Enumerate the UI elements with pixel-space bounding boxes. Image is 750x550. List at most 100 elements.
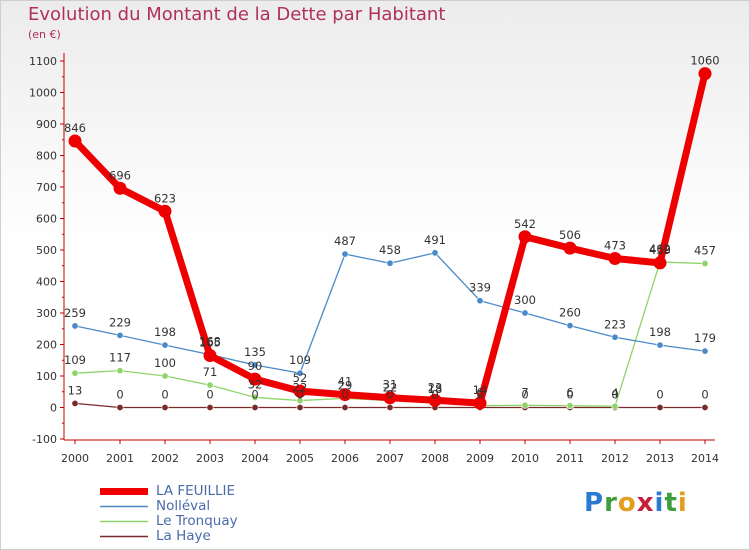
data-label: 22 xyxy=(383,381,398,395)
data-label: 260 xyxy=(559,306,581,320)
data-label: 4 xyxy=(611,386,618,400)
y-tick-label: 100 xyxy=(36,370,57,383)
data-label: 491 xyxy=(424,233,446,247)
y-tick-label: 400 xyxy=(36,276,57,289)
data-label: 18 xyxy=(428,382,443,396)
y-tick-label: 0 xyxy=(50,402,57,415)
data-point xyxy=(293,384,307,398)
legend-item: LA FEUILLIE xyxy=(100,484,238,499)
legend-swatch xyxy=(100,520,148,523)
data-label: 0 xyxy=(611,388,618,402)
y-tick-label: 300 xyxy=(36,307,57,320)
data-label: 135 xyxy=(244,345,266,359)
x-tick-label: 2003 xyxy=(196,452,224,465)
data-label: 0 xyxy=(656,388,663,402)
data-label: 462 xyxy=(649,242,671,256)
data-point xyxy=(71,369,79,377)
data-label: 198 xyxy=(649,325,671,339)
legend-swatch xyxy=(100,535,148,538)
x-tick-label: 2000 xyxy=(61,452,89,465)
data-label: 6 xyxy=(566,386,573,400)
data-point xyxy=(296,403,304,411)
data-label: 198 xyxy=(154,325,176,339)
data-label: 0 xyxy=(296,388,303,402)
x-tick-label: 2012 xyxy=(601,452,629,465)
x-tick-label: 2013 xyxy=(646,452,674,465)
y-tick-label: -100 xyxy=(32,433,57,446)
data-point xyxy=(701,403,709,411)
data-label: 100 xyxy=(154,356,176,370)
data-point xyxy=(71,399,79,407)
data-label: 165 xyxy=(199,336,221,350)
data-label: 41 xyxy=(338,375,353,389)
data-label: 0 xyxy=(431,388,438,402)
data-point xyxy=(116,331,124,339)
data-point xyxy=(653,256,667,270)
data-label: 7 xyxy=(521,385,528,399)
data-point xyxy=(341,250,349,258)
data-point xyxy=(563,241,577,255)
data-label: 0 xyxy=(386,388,393,402)
y-tick-label: 600 xyxy=(36,213,57,226)
x-tick-label: 2004 xyxy=(241,452,269,465)
legend-swatch xyxy=(100,505,148,508)
legend-item: Nolléval xyxy=(100,499,238,514)
data-label: 0 xyxy=(341,388,348,402)
legend-label: Le Tronquay xyxy=(156,513,238,529)
data-point xyxy=(161,372,169,380)
y-tick-label: 700 xyxy=(36,181,57,194)
data-point xyxy=(68,134,82,148)
x-tick-label: 2001 xyxy=(106,452,134,465)
data-point xyxy=(656,341,664,349)
data-point xyxy=(161,403,169,411)
y-tick-label: 1100 xyxy=(29,55,57,68)
proxiti-logo: Proxiti xyxy=(584,488,688,518)
data-label: 259 xyxy=(64,306,86,320)
data-label: 52 xyxy=(293,371,308,385)
legend-item: La Haye xyxy=(100,529,238,544)
data-point xyxy=(386,403,394,411)
data-label: 473 xyxy=(604,239,626,253)
x-tick-label: 2002 xyxy=(151,452,179,465)
legend-swatch xyxy=(100,488,148,495)
data-label: 229 xyxy=(109,315,131,329)
data-point xyxy=(431,249,439,257)
x-tick-label: 2007 xyxy=(376,452,404,465)
x-tick-label: 2009 xyxy=(466,452,494,465)
data-label: 0 xyxy=(161,388,168,402)
data-label: 0 xyxy=(521,388,528,402)
data-point xyxy=(608,252,622,266)
data-point xyxy=(251,393,259,401)
data-label: 459 xyxy=(649,243,671,257)
data-label: 168 xyxy=(199,335,221,349)
data-label: 300 xyxy=(514,293,536,307)
data-point xyxy=(206,403,214,411)
data-label: 31 xyxy=(383,378,398,392)
chart-unit: (en €) xyxy=(28,28,61,41)
data-label: 339 xyxy=(469,281,491,295)
x-tick-label: 2011 xyxy=(556,452,584,465)
data-point xyxy=(251,403,259,411)
data-point xyxy=(518,230,532,244)
data-point xyxy=(341,403,349,411)
data-point xyxy=(428,393,442,407)
data-label: 23 xyxy=(428,380,443,394)
data-label: 13 xyxy=(68,383,83,397)
data-label: 457 xyxy=(694,244,716,258)
data-point xyxy=(473,396,487,410)
data-label: 22 xyxy=(293,381,308,395)
y-tick-label: 200 xyxy=(36,339,57,352)
data-label: 117 xyxy=(109,351,131,365)
y-tick-label: 900 xyxy=(36,118,57,131)
data-point xyxy=(476,297,484,305)
legend-item: Le Tronquay xyxy=(100,514,238,529)
data-label: 71 xyxy=(203,365,218,379)
data-point xyxy=(386,259,394,267)
data-point xyxy=(158,204,172,218)
data-label: 32 xyxy=(248,377,263,391)
data-point xyxy=(338,388,352,402)
data-label: 696 xyxy=(109,168,131,182)
data-point xyxy=(698,67,712,81)
data-point xyxy=(656,403,664,411)
legend-label: LA FEUILLIE xyxy=(156,483,236,499)
